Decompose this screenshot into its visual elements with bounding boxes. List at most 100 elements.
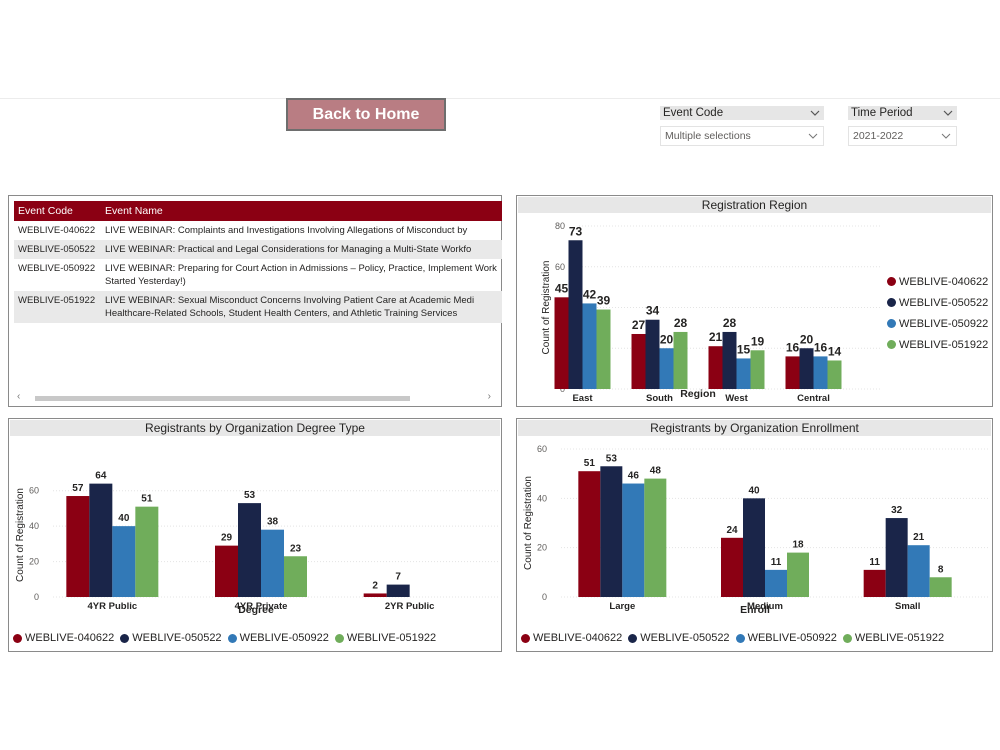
chart-title: Registration Region: [518, 197, 991, 213]
enrollment-panel: Registrants by Organization Enrollment 0…: [516, 418, 993, 652]
legend-item[interactable]: WEBLIVE-040622: [13, 632, 114, 644]
chart-legend: WEBLIVE-040622 WEBLIVE-050522 WEBLIVE-0509…: [521, 632, 944, 644]
data-label: 8: [938, 564, 944, 575]
bar: [785, 356, 800, 389]
legend-label: WEBLIVE-051922: [899, 338, 989, 351]
legend-item[interactable]: WEBLIVE-040622: [521, 632, 622, 644]
enrollment-chart: 0 20 40 60 Count of Registration 51 53 46 48 Larg…: [523, 444, 989, 616]
time-period-dropdown[interactable]: 2021-2022: [848, 126, 957, 146]
bar: [363, 593, 387, 597]
bar: [722, 331, 737, 389]
table-row[interactable]: WEBLIVE-050922 LIVE WEBINAR: Preparing f…: [14, 259, 502, 291]
data-label: 21: [709, 330, 723, 344]
data-label: 32: [891, 505, 903, 516]
legend-item[interactable]: WEBLIVE-051922: [334, 632, 437, 644]
event-code-selected-value: Multiple selections: [665, 130, 751, 142]
x-tick-label: Central: [797, 393, 830, 404]
legend-item[interactable]: WEBLIVE-040622: [887, 271, 988, 292]
bar: [827, 360, 842, 389]
bar: [261, 529, 284, 597]
data-label: 51: [141, 494, 153, 505]
scroll-right-icon[interactable]: ›: [487, 391, 491, 402]
bar: [386, 584, 410, 597]
data-label: 45: [555, 281, 569, 295]
registration-region-panel: Registration Region 020406080Count of Re…: [516, 195, 993, 407]
legend-label: WEBLIVE-051922: [346, 632, 437, 644]
data-label: 21: [913, 532, 925, 543]
event-name-cell: LIVE WEBINAR: Preparing for Court Action…: [105, 263, 497, 287]
column-header-event-code[interactable]: Event Code: [14, 201, 101, 221]
horizontal-scrollbar[interactable]: ‹ ›: [17, 391, 491, 402]
legend-marker: [735, 633, 745, 643]
y-tick-label: 0: [34, 592, 39, 602]
legend-marker: [842, 633, 852, 643]
data-label: 48: [650, 466, 662, 477]
bar: [907, 545, 930, 597]
data-label: 28: [674, 316, 688, 330]
legend-item[interactable]: WEBLIVE-051922: [842, 632, 944, 644]
legend-item[interactable]: WEBLIVE-050522: [887, 292, 988, 313]
chart-legend: WEBLIVE-040622 WEBLIVE-050522 WEBLIVE-0509…: [13, 632, 436, 644]
legend-marker: [887, 298, 896, 307]
data-label: 38: [267, 517, 279, 528]
data-label: 53: [244, 490, 256, 501]
data-label: 24: [726, 525, 738, 536]
bar: [215, 545, 238, 597]
time-period-slicer-title: Time Period: [851, 107, 913, 119]
time-period-selected-value: 2021-2022: [853, 130, 904, 142]
legend-label: WEBLIVE-040622: [899, 275, 989, 288]
legend-item[interactable]: WEBLIVE-050922: [887, 313, 988, 334]
data-label: 53: [606, 453, 618, 464]
back-to-home-button[interactable]: Back to Home: [286, 98, 446, 131]
bar: [644, 478, 667, 597]
table-row[interactable]: WEBLIVE-040622 LIVE WEBINAR: Complaints …: [14, 221, 502, 240]
legend-marker: [13, 633, 22, 643]
data-label: 14: [828, 344, 842, 358]
data-label: 40: [118, 513, 130, 524]
bar: [765, 569, 787, 597]
data-label: 11: [771, 557, 782, 568]
legend-label: WEBLIVE-050922: [747, 632, 837, 644]
legend-marker: [887, 340, 896, 349]
legend-item[interactable]: WEBLIVE-050522: [120, 632, 222, 644]
chevron-down-icon[interactable]: [809, 108, 821, 118]
bar: [929, 577, 952, 597]
data-label: 20: [800, 332, 814, 346]
y-tick-label: 0: [542, 592, 547, 602]
column-header-event-name[interactable]: Event Name: [101, 201, 502, 221]
data-label: 29: [221, 533, 233, 544]
legend-item[interactable]: WEBLIVE-050922: [227, 632, 329, 644]
bar: [578, 471, 601, 597]
legend-item[interactable]: WEBLIVE-050922: [735, 632, 837, 644]
scrollbar-thumb[interactable]: [35, 396, 410, 401]
table-row[interactable]: WEBLIVE-050522 LIVE WEBINAR: Practical a…: [14, 240, 502, 259]
legend-marker: [887, 319, 896, 328]
scroll-left-icon[interactable]: ‹: [17, 391, 21, 402]
table-row[interactable]: WEBLIVE-051922 LIVE WEBINAR: Sexual Misc…: [14, 291, 502, 323]
legend-label: WEBLIVE-040622: [25, 632, 115, 644]
bar: [568, 240, 583, 389]
legend-item[interactable]: WEBLIVE-051922: [887, 334, 988, 355]
legend-marker: [334, 633, 344, 643]
legend-marker: [120, 633, 130, 643]
y-axis-title: Count of Registration: [523, 476, 534, 570]
y-axis-title: Count of Registration: [541, 261, 552, 355]
bar: [750, 350, 765, 389]
data-label: 39: [597, 294, 611, 308]
legend-marker: [227, 633, 237, 643]
data-label: 28: [723, 316, 737, 330]
chevron-down-icon[interactable]: [942, 108, 954, 118]
data-label: 27: [632, 318, 646, 332]
bar: [284, 556, 307, 597]
bar: [89, 483, 113, 597]
y-tick-label: 80: [555, 221, 565, 231]
event-code-dropdown[interactable]: Multiple selections: [660, 126, 824, 146]
bar: [708, 346, 723, 389]
event-code-slicer-title: Event Code: [663, 107, 724, 119]
bar: [743, 498, 765, 597]
x-axis-title: Degree: [238, 604, 274, 616]
data-label: 46: [628, 471, 640, 482]
event-name-cell: LIVE WEBINAR: Sexual Misconduct Concerns…: [101, 291, 502, 323]
bar: [600, 466, 623, 597]
legend-item[interactable]: WEBLIVE-050522: [628, 632, 730, 644]
